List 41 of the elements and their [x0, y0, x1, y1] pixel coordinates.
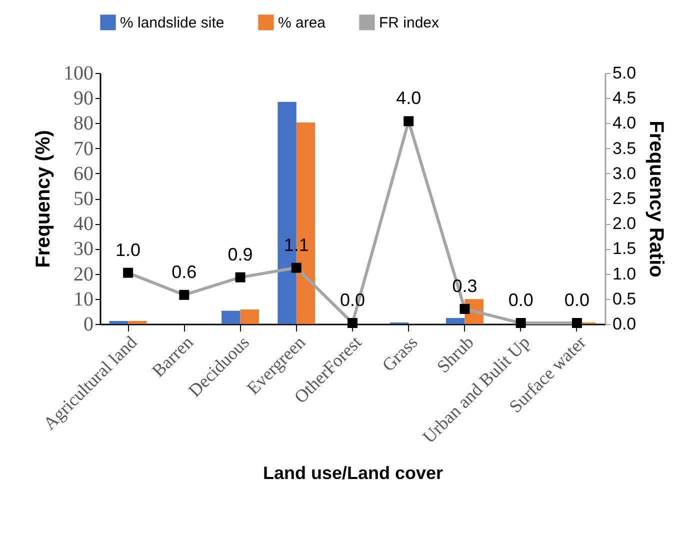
y-tick-label: 50 [74, 188, 94, 210]
data-label: 0.0 [508, 290, 534, 310]
y2-tick-label: 5.0 [612, 64, 636, 82]
y-tick-label: 20 [74, 263, 94, 286]
y2-tick-label: 4.5 [612, 88, 636, 108]
data-label: 0.6 [172, 262, 197, 282]
data-label: 1.0 [116, 240, 141, 260]
y2-tick-label: 4.0 [612, 114, 636, 133]
data-label: 0.9 [228, 244, 253, 264]
bar [109, 320, 128, 324]
x-axis-title: Land use/Land cover [262, 462, 444, 483]
data-label: 0.3 [452, 276, 478, 296]
bar [128, 320, 147, 324]
y2-tick-label: 0.5 [612, 289, 636, 308]
bar [222, 310, 240, 324]
y2-tick-label: 3.0 [612, 164, 636, 183]
y2-tick-label: 2.0 [612, 214, 636, 234]
legend-label: FR index [379, 14, 440, 32]
legend-label: % area [278, 14, 326, 32]
y-tick-label: 90 [74, 88, 94, 110]
data-label: 0.0 [564, 290, 590, 310]
y-tick-label: 70 [74, 138, 94, 160]
data-label: 0.0 [340, 290, 366, 310]
bar [446, 318, 465, 324]
y-tick-label: 10 [74, 288, 94, 310]
y-tick-label: 40 [74, 213, 94, 236]
y-axis-title: Frequency (%) [32, 130, 54, 268]
y-tick-label: 30 [74, 238, 94, 260]
y-tick-label: 80 [74, 112, 94, 135]
y2-tick-label: 1.5 [612, 239, 636, 258]
y2-tick-label: 1.0 [612, 264, 636, 284]
y2-axis-title: Frequency Ratio [645, 120, 668, 278]
data-label: 4.0 [396, 88, 422, 108]
y2-tick-label: 0.0 [612, 314, 636, 334]
y2-tick-label: 2.5 [612, 189, 636, 208]
y-tick-label: 100 [64, 62, 94, 84]
legend-label: % landslide site [120, 14, 224, 32]
y-tick-label: 60 [74, 162, 94, 185]
y-tick-label: 0 [84, 314, 94, 336]
y2-tick-label: 3.5 [612, 138, 636, 158]
bar [240, 309, 259, 324]
